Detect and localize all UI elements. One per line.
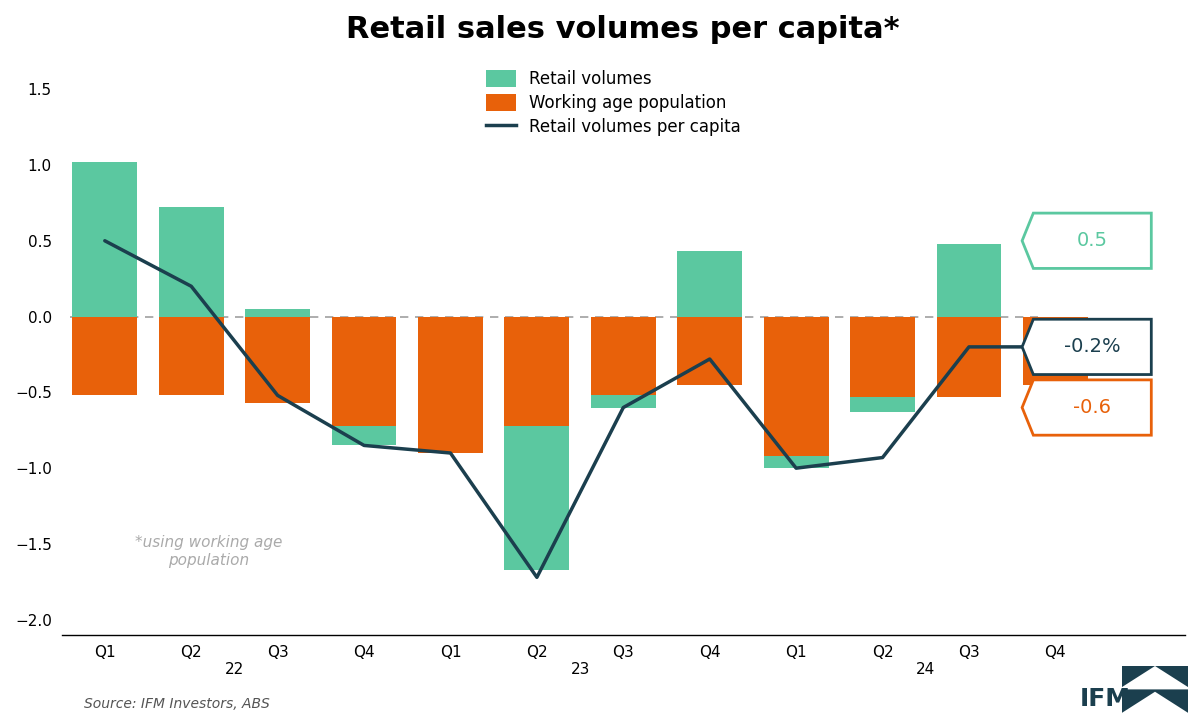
- Text: 23: 23: [570, 662, 589, 678]
- Bar: [850, 397, 914, 412]
- Bar: [418, 317, 482, 453]
- Bar: [936, 317, 1001, 397]
- Text: 0.5: 0.5: [1076, 231, 1108, 251]
- Bar: [590, 317, 655, 395]
- Bar: [1022, 317, 1087, 384]
- Bar: [331, 426, 396, 446]
- Text: 24: 24: [916, 662, 935, 678]
- Bar: [590, 395, 655, 408]
- Bar: [72, 317, 137, 395]
- Bar: [763, 317, 828, 456]
- Title: Retail sales volumes per capita*: Retail sales volumes per capita*: [347, 15, 900, 44]
- Bar: [504, 426, 569, 570]
- Bar: [936, 244, 1001, 317]
- Polygon shape: [1022, 380, 1151, 435]
- Polygon shape: [1022, 213, 1151, 269]
- Polygon shape: [1122, 666, 1188, 687]
- Polygon shape: [1122, 690, 1188, 713]
- Polygon shape: [1022, 319, 1151, 374]
- Legend: Retail volumes, Working age population, Retail volumes per capita: Retail volumes, Working age population, …: [486, 70, 740, 136]
- Text: 22: 22: [224, 662, 244, 678]
- Text: *using working age
population: *using working age population: [134, 536, 282, 568]
- Bar: [504, 317, 569, 426]
- Bar: [850, 317, 914, 397]
- Bar: [158, 207, 223, 317]
- Text: IFM: IFM: [1080, 688, 1132, 711]
- Bar: [245, 317, 310, 403]
- Text: Source: IFM Investors, ABS: Source: IFM Investors, ABS: [84, 698, 270, 711]
- Bar: [677, 251, 742, 317]
- Bar: [245, 309, 310, 317]
- Bar: [158, 317, 223, 395]
- Text: -0.6: -0.6: [1073, 398, 1111, 417]
- Bar: [763, 456, 828, 468]
- Bar: [72, 162, 137, 317]
- Bar: [331, 317, 396, 426]
- Bar: [677, 317, 742, 384]
- Text: -0.2%: -0.2%: [1064, 338, 1121, 356]
